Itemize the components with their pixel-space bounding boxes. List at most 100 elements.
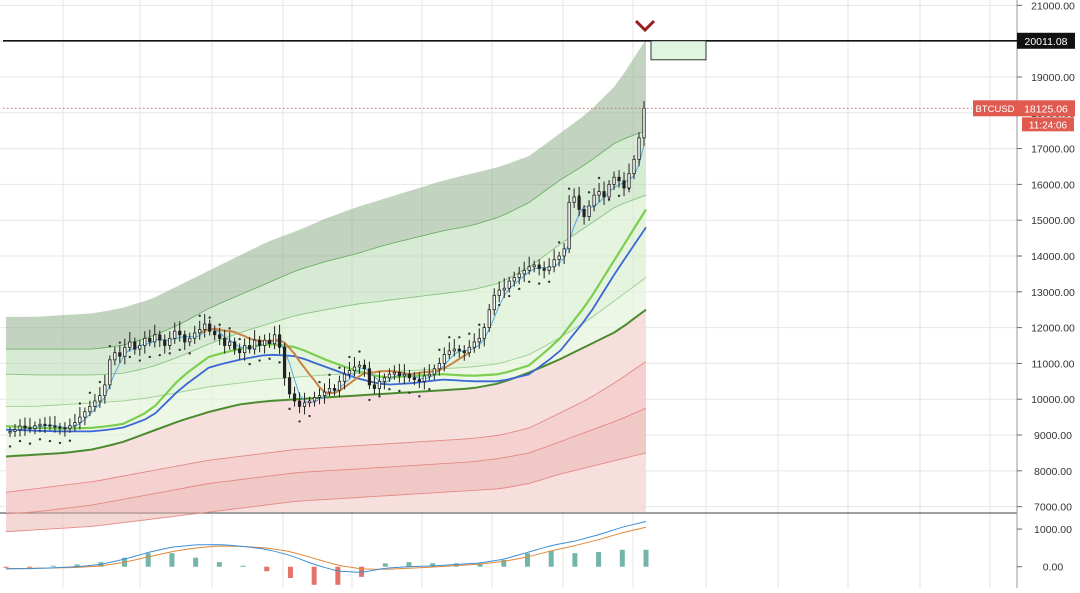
symbol-label: BTCUSD: [975, 104, 1014, 115]
sar-dot: [298, 420, 301, 423]
sar-dot: [18, 439, 22, 443]
macd-histogram-bar: [50, 565, 56, 567]
candle-body: [402, 373, 406, 377]
sar-dot: [458, 336, 461, 339]
sar-dot: [388, 387, 391, 391]
candle-body: [297, 400, 302, 407]
lower-fill-1: [6, 361, 646, 514]
sar-dot: [198, 314, 201, 317]
candle-body: [178, 330, 182, 336]
macd-tick-label: 1000.00: [1034, 524, 1072, 536]
candle-body: [128, 341, 132, 348]
macd-histogram-bar: [548, 550, 554, 567]
sar-dot: [138, 359, 141, 362]
candle-body: [173, 330, 177, 339]
macd-histogram-bar: [619, 549, 625, 567]
macd-histogram-bar: [27, 566, 33, 568]
candle-body: [88, 405, 92, 413]
candle-body: [397, 371, 401, 377]
candle-body: [432, 368, 436, 375]
candle-body: [427, 373, 431, 377]
price-label-badge: [1017, 100, 1075, 117]
candle-body: [78, 416, 82, 423]
sar-dot: [567, 187, 571, 190]
candle-body: [347, 370, 352, 375]
candles: [8, 101, 646, 438]
level-label: 20011.08: [1024, 36, 1067, 48]
candle-body: [557, 255, 561, 260]
candle-body: [287, 377, 292, 395]
candle-body: [63, 427, 67, 430]
sar-dot: [508, 294, 511, 298]
band-fill-2: [6, 130, 646, 375]
candle-body: [542, 268, 546, 271]
sar-dot: [88, 391, 92, 394]
candle-body: [68, 425, 72, 429]
candle-body: [517, 273, 521, 278]
candle-body: [123, 346, 127, 357]
candle-body: [452, 348, 456, 352]
candle-body: [632, 158, 636, 175]
sar-dot: [338, 366, 341, 369]
sar-dot: [108, 345, 112, 348]
band-4-line: [6, 277, 647, 407]
macd-histogram-bar: [169, 553, 175, 567]
candle-body: [277, 334, 282, 348]
y-tick-label: 21000.00: [1031, 0, 1075, 12]
candle-body: [412, 377, 416, 380]
macd-histogram-bar: [3, 566, 9, 568]
candle-body: [627, 173, 631, 189]
lower-2-line: [5, 407, 647, 515]
y-tick-label: 8000.00: [1034, 466, 1072, 478]
candle-body: [387, 373, 392, 379]
y-tick-label: 14000.00: [1031, 251, 1075, 263]
candle-body: [407, 373, 411, 379]
candle-body: [148, 337, 152, 343]
sar-dot: [278, 361, 281, 364]
candle-body: [367, 368, 372, 386]
macd-signal-line: [5, 526, 647, 570]
candle-body: [292, 393, 297, 402]
candle-body: [582, 209, 586, 218]
candle-body: [103, 384, 107, 397]
band-areas: [5, 39, 647, 533]
sar-dot: [368, 398, 371, 402]
sar-dot: [428, 387, 431, 391]
candle-body: [53, 425, 57, 428]
macd-histogram-bar: [264, 566, 270, 572]
sar-dot: [38, 438, 42, 441]
y-tick-label: 13000.00: [1031, 287, 1075, 299]
candle-body: [158, 334, 162, 341]
candle-body: [43, 423, 47, 426]
candle-body: [437, 363, 441, 370]
sar-dot: [418, 395, 421, 398]
candle-body: [587, 205, 591, 218]
candle-body: [248, 345, 252, 350]
candle-body: [362, 364, 367, 370]
sar-dot: [118, 341, 122, 344]
sar-dot: [238, 337, 241, 341]
candle-body: [572, 196, 576, 203]
sar-dot: [537, 282, 541, 285]
candle-body: [372, 384, 377, 389]
down-chevron-icon: [634, 19, 656, 33]
sar-dot: [148, 355, 151, 359]
candle-body: [612, 176, 616, 185]
candle-body: [258, 339, 262, 346]
y-tick-label: 15000.00: [1031, 215, 1075, 227]
ema-blue-line: [5, 226, 647, 433]
y-tick-label: 11000.00: [1031, 358, 1074, 370]
sar-dot: [557, 241, 561, 244]
candle-body: [83, 411, 87, 418]
candle-body: [477, 337, 481, 343]
candle-body: [317, 395, 322, 398]
candle-body: [617, 176, 621, 182]
sar-dot: [168, 352, 171, 355]
ema-green-line: [5, 208, 647, 430]
candle-body: [33, 425, 37, 429]
candle-body: [153, 334, 157, 343]
candle-body: [203, 323, 207, 330]
macd-histogram-bar: [430, 563, 436, 567]
